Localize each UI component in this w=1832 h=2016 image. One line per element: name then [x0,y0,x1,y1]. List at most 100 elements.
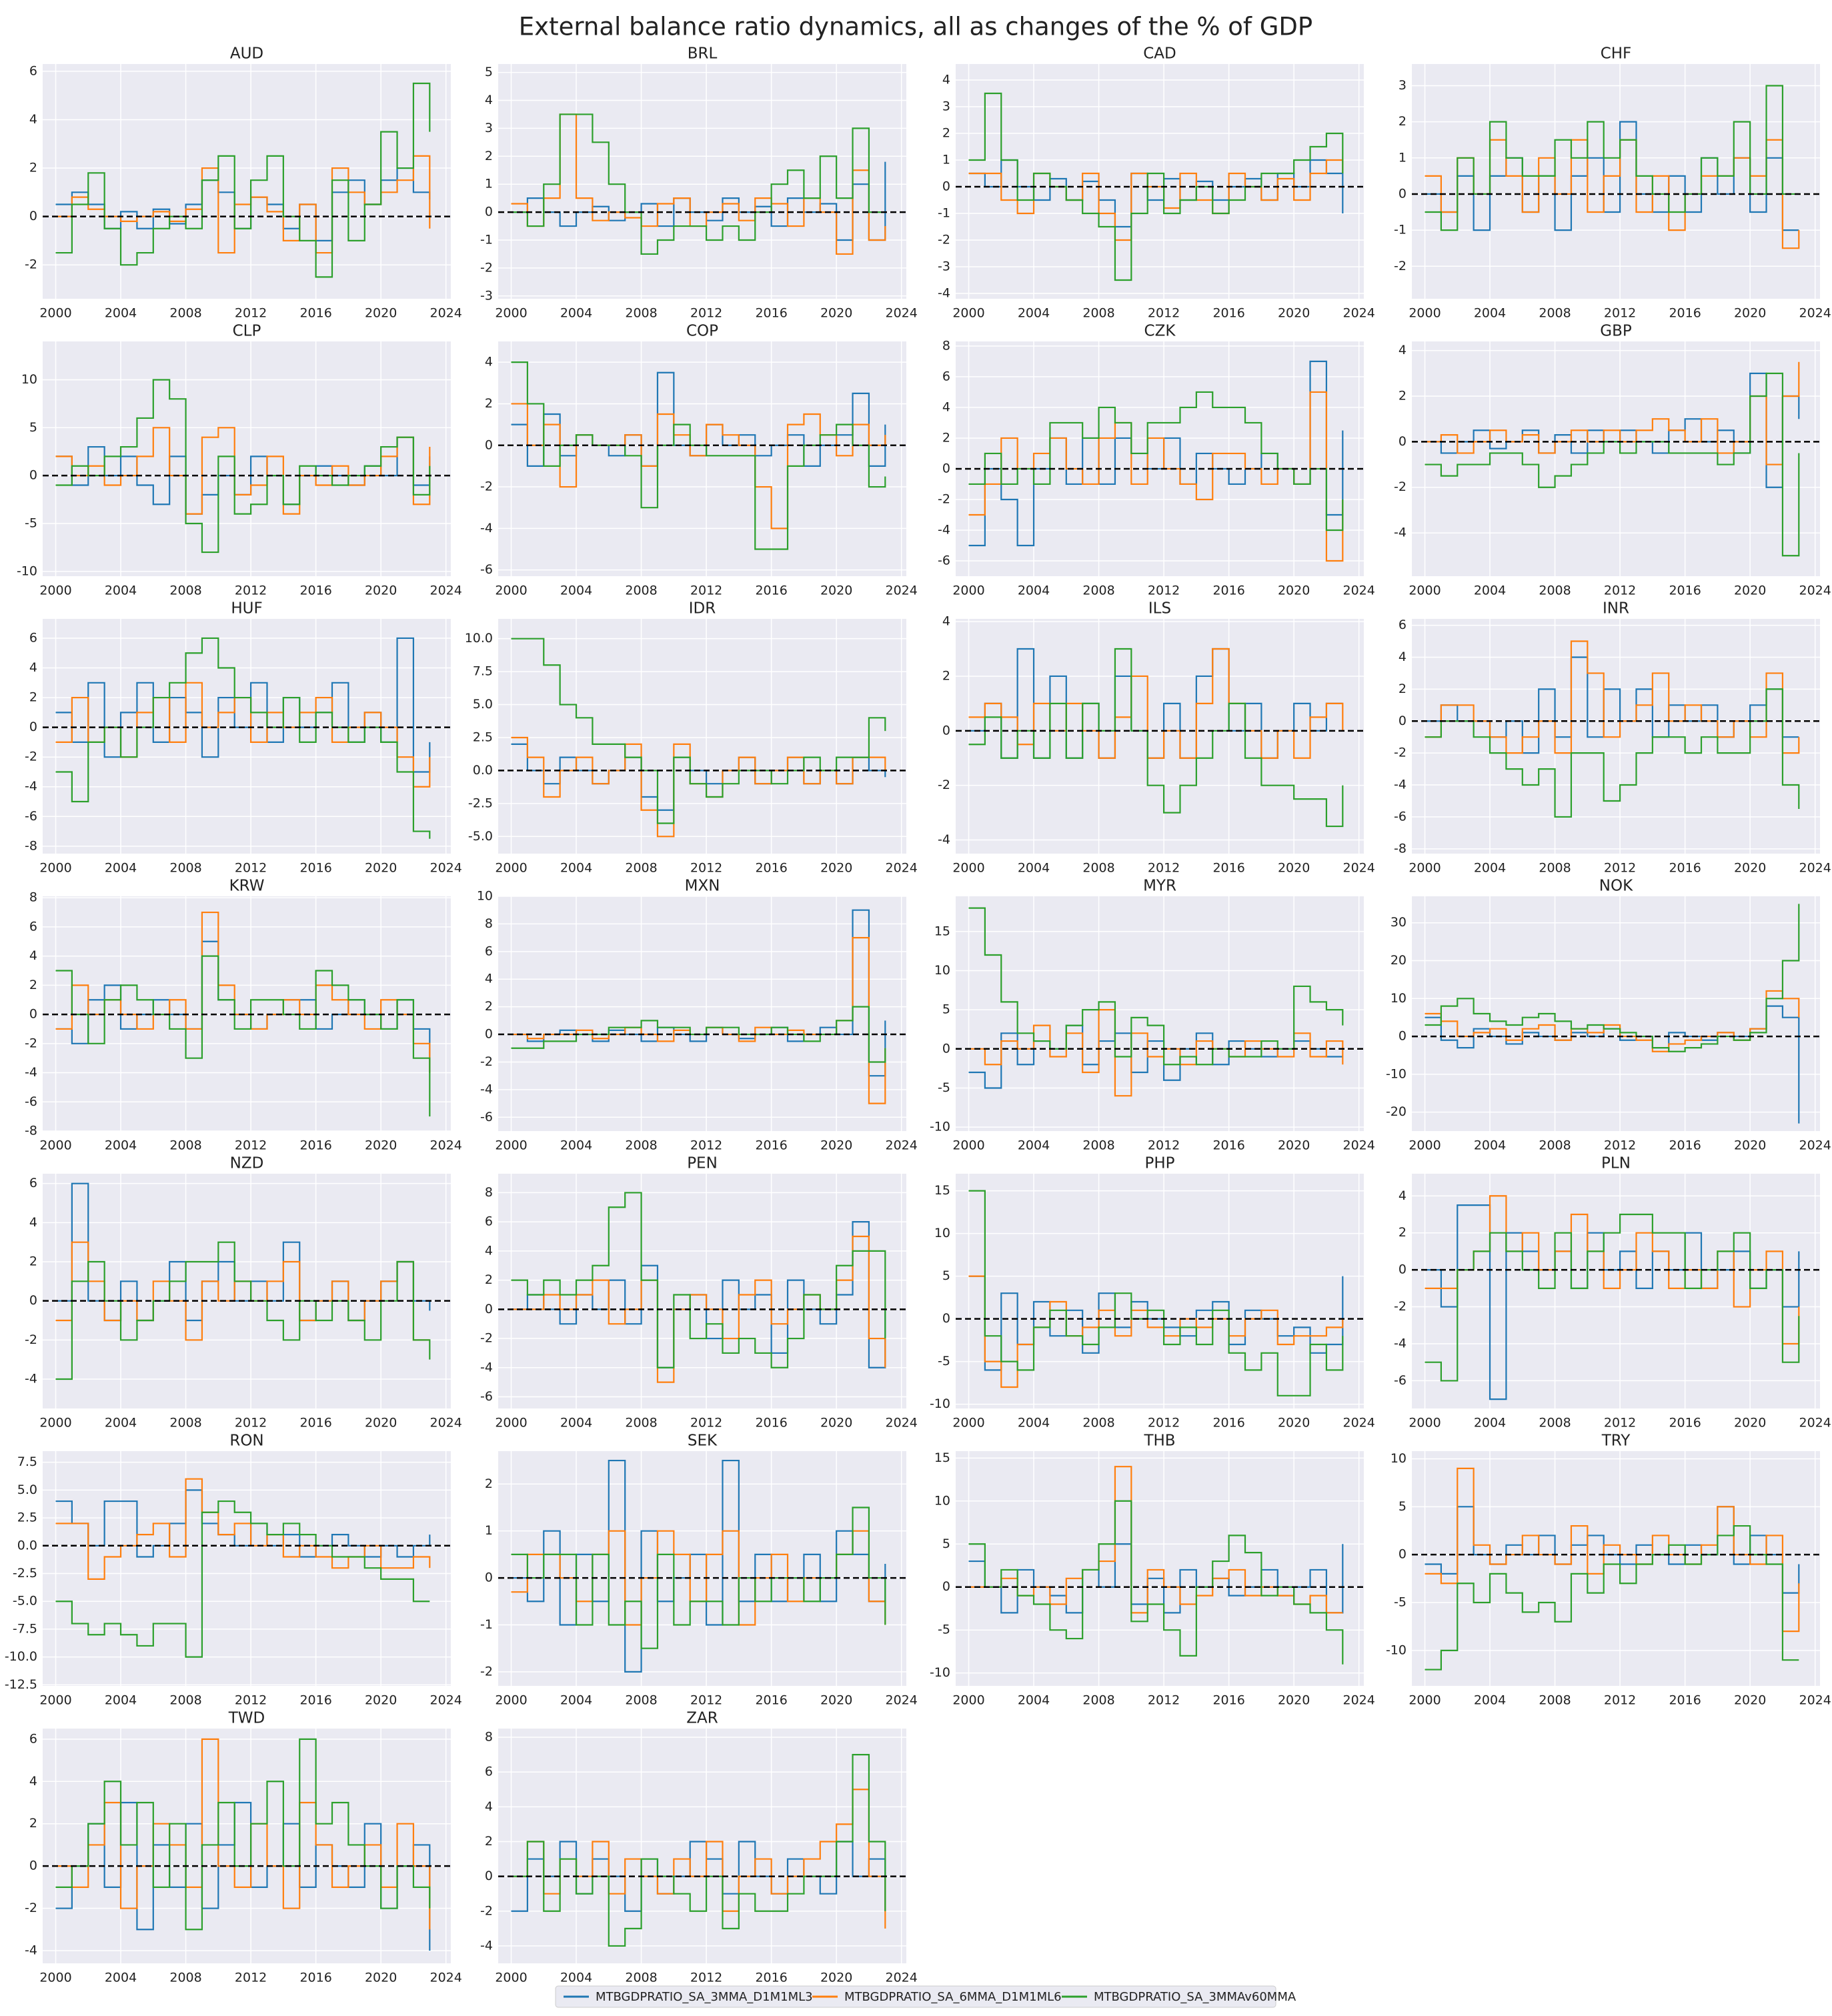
y-tick-label: -10 [1386,1066,1407,1081]
x-tick-label: 2024 [430,1693,462,1708]
y-tick-label: 6 [29,63,37,78]
x-tick-label: 2024 [1343,861,1375,876]
y-tick-label: 0.0 [17,1538,37,1553]
y-tick-label: -2 [1394,1299,1407,1314]
panel-title: TRY [1601,1432,1631,1450]
y-tick-label: 8 [29,890,37,905]
x-tick-label: 2016 [1669,306,1701,321]
x-tick-label: 2004 [105,861,137,876]
x-tick-label: 2024 [1343,1693,1375,1708]
y-tick-label: -4 [480,521,493,536]
y-tick-label: -2 [25,1332,37,1347]
x-tick-label: 2008 [625,1138,657,1153]
x-tick-label: 2012 [1148,1693,1180,1708]
y-tick-label: -10.0 [5,1649,37,1664]
plot-area [498,619,906,854]
panel-title: CLP [233,323,261,340]
y-tick-label: 8 [485,1185,493,1200]
x-tick-label: 2008 [169,1138,201,1153]
x-tick-label: 2000 [952,584,984,598]
y-tick-label: -4 [480,1938,493,1953]
x-tick-label: 2008 [1082,584,1114,598]
x-tick-label: 2024 [430,861,462,876]
plot-area [956,341,1364,576]
panel-title: ZAR [686,1710,718,1727]
x-tick-label: 2008 [169,1693,201,1708]
x-tick-label: 2012 [1148,1138,1180,1153]
x-tick-label: 2000 [495,1971,527,1985]
x-tick-label: 2000 [952,1138,984,1153]
y-tick-label: 0 [485,1869,493,1883]
x-tick-label: 2008 [1539,1138,1571,1153]
panel-title: PHP [1144,1155,1174,1172]
y-tick-label: 2 [485,1272,493,1287]
y-tick-label: 20 [1391,953,1407,968]
y-tick-label: 2 [1399,1225,1407,1240]
x-tick-label: 2008 [169,584,201,598]
x-tick-label: 2000 [495,1416,527,1430]
y-tick-label: 6 [485,1765,493,1779]
x-tick-label: 2012 [1604,584,1636,598]
y-tick-label: -7.5 [13,1621,37,1636]
x-tick-label: 2012 [1604,306,1636,321]
y-tick-label: -4 [938,832,950,847]
x-tick-label: 2000 [1409,861,1441,876]
y-tick-label: -12.5 [5,1677,37,1692]
y-tick-label: 2 [29,690,37,705]
x-tick-label: 2016 [299,1693,331,1708]
x-tick-label: 2008 [169,861,201,876]
legend-label: MTBGDPRATIO_SA_3MMAv60MMA [1094,1990,1296,2004]
x-tick-label: 2000 [1409,1693,1441,1708]
x-tick-label: 2020 [820,1416,852,1430]
x-tick-label: 2004 [560,306,592,321]
y-tick-label: 10 [934,1226,950,1240]
y-tick-label: -2 [25,1901,37,1915]
panel-title: CHF [1601,45,1632,63]
y-tick-label: -10 [930,1396,950,1411]
panel-title: NZD [230,1155,264,1172]
panel-title: PEN [687,1155,718,1172]
x-tick-label: 2012 [1148,861,1180,876]
y-tick-label: -6 [25,1094,37,1109]
y-tick-label: 2 [942,668,950,683]
x-tick-label: 2020 [1278,1416,1310,1430]
y-tick-label: 10 [1391,991,1407,1006]
y-tick-label: -5.0 [13,1594,37,1609]
y-tick-label: 0 [485,205,493,219]
y-tick-label: -2 [938,778,950,792]
plot-area [956,896,1364,1131]
y-tick-label: -2 [938,491,950,506]
x-tick-label: 2024 [886,861,918,876]
y-tick-label: -4 [938,522,950,537]
y-tick-label: -4 [25,1372,37,1386]
panel-title: MYR [1143,878,1176,895]
y-tick-label: 4 [29,948,37,963]
x-tick-label: 2020 [365,1693,397,1708]
x-tick-label: 2000 [495,1138,527,1153]
x-tick-label: 2008 [1082,1138,1114,1153]
y-tick-label: -20 [1386,1104,1407,1119]
panel-title: CZK [1144,323,1176,340]
y-tick-label: -8 [1394,841,1407,856]
y-tick-label: -2 [1394,259,1407,273]
panel-title: HUF [231,600,262,618]
series-line [55,379,431,554]
x-tick-label: 2000 [952,1416,984,1430]
x-tick-label: 2012 [235,306,267,321]
y-tick-label: 0 [1399,1547,1407,1562]
y-tick-label: 0 [1399,714,1407,728]
legend-box [555,1985,1276,2008]
x-tick-label: 2020 [1278,584,1310,598]
y-tick-label: 0 [942,1579,950,1594]
y-tick-label: -4 [25,1065,37,1080]
y-tick-label: 5 [942,1002,950,1017]
y-tick-label: 15 [934,1183,950,1198]
x-tick-label: 2004 [105,1416,137,1430]
x-tick-label: 2012 [690,306,722,321]
x-tick-label: 2004 [560,1693,592,1708]
x-tick-label: 2024 [1799,861,1831,876]
series-line [1425,85,1799,231]
x-tick-label: 2024 [1343,1138,1375,1153]
y-tick-label: -1 [480,233,493,247]
